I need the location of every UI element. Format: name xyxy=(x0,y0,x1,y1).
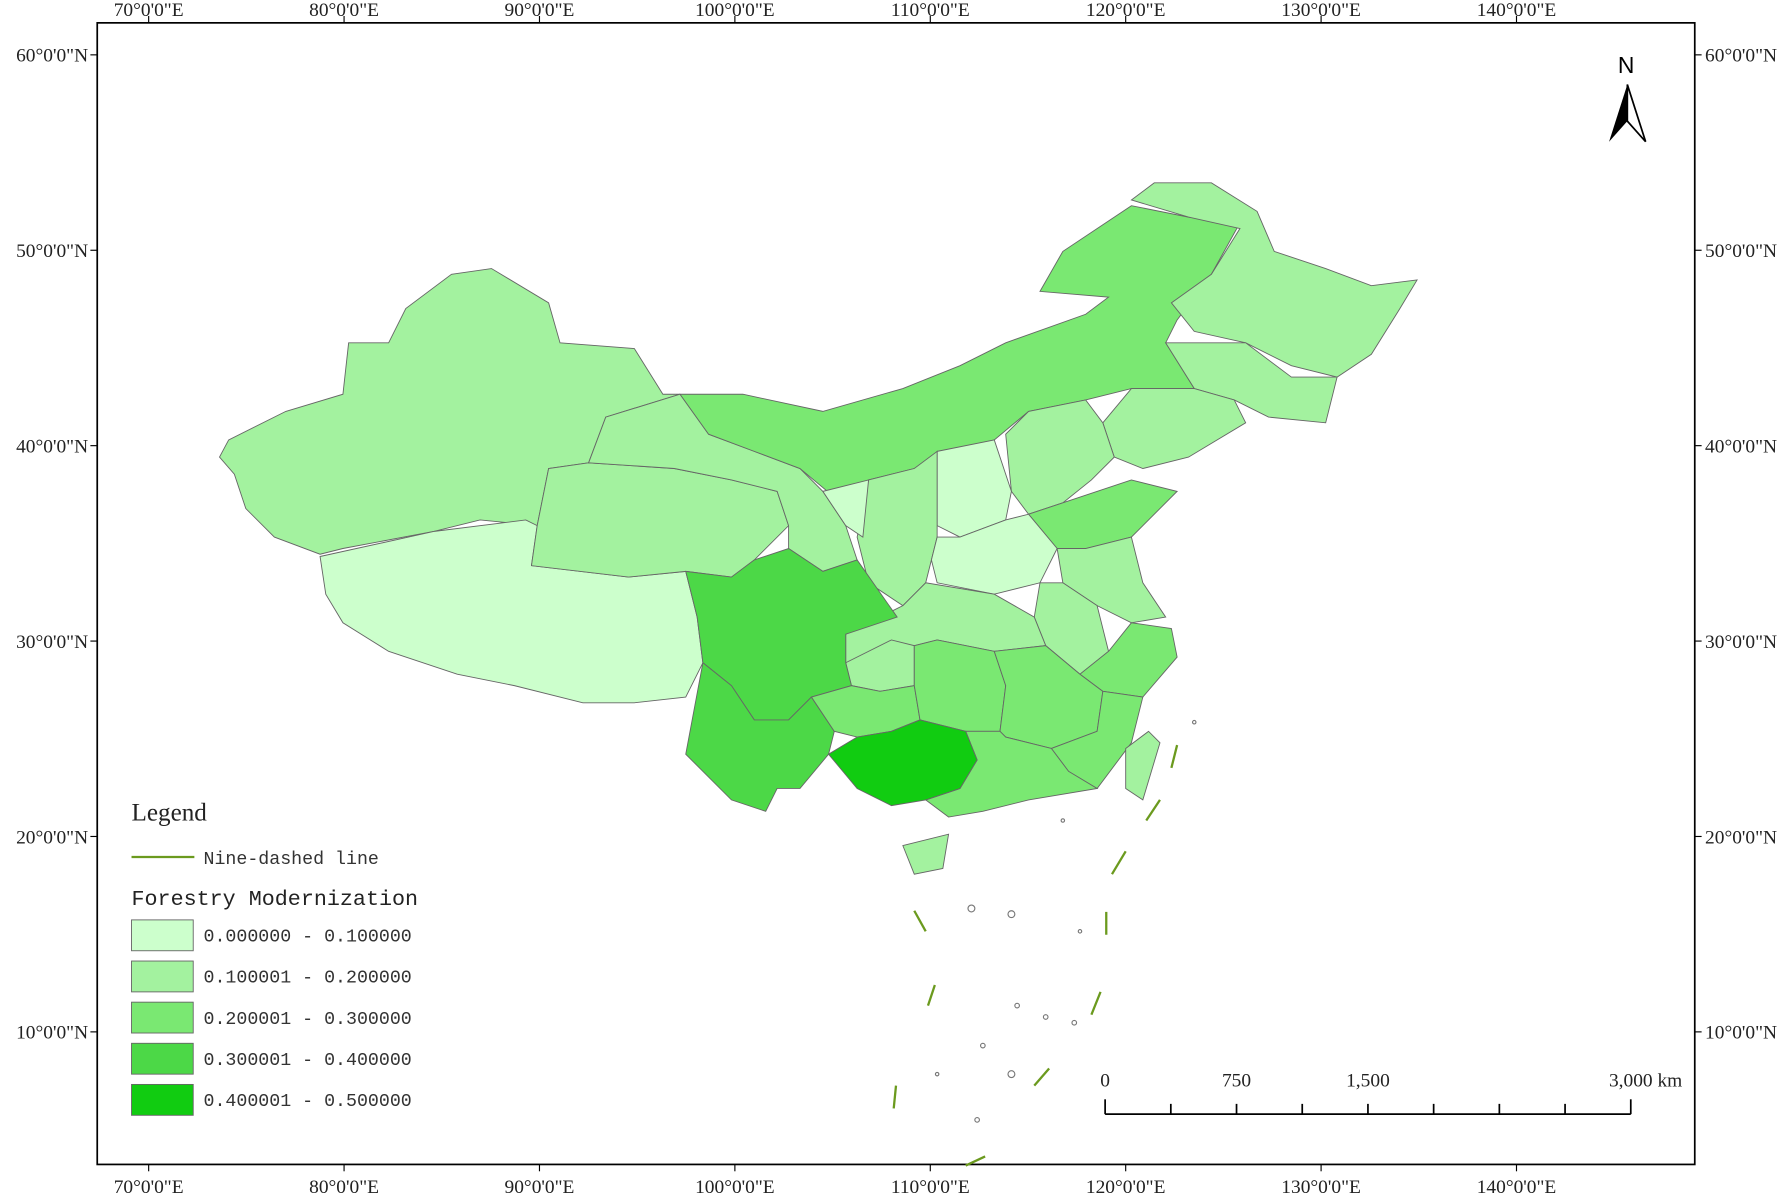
region xyxy=(913,639,1007,732)
legend-line-label: Nine-dashed line xyxy=(204,850,379,870)
longitude-label: 130°0'0"E xyxy=(1281,1177,1361,1198)
longitude-label: 90°0'0"E xyxy=(505,1177,575,1198)
legend-class-label: 0.300001 - 0.400000 xyxy=(204,1051,412,1071)
region xyxy=(218,268,681,555)
latitude-label: 10°0'0"N xyxy=(1705,1023,1777,1044)
scale-label: 1,500 xyxy=(1346,1071,1390,1092)
latitude-label: 40°0'0"N xyxy=(16,437,88,458)
region xyxy=(827,719,978,807)
legend-swatch xyxy=(131,1083,194,1116)
region xyxy=(1125,730,1161,801)
latitude-label: 30°0'0"N xyxy=(16,632,88,653)
longitude-label: 120°0'0"E xyxy=(1086,0,1166,21)
map-frame xyxy=(96,21,1696,1166)
region xyxy=(930,513,1058,595)
longitude-label: 110°0'0"E xyxy=(891,1177,970,1198)
legend-swatch xyxy=(131,960,194,993)
longitude-label: 130°0'0"E xyxy=(1281,0,1361,21)
legend-class-title: Forestry Modernization xyxy=(132,887,419,912)
legend-swatch xyxy=(131,919,194,952)
legend-class-label: 0.400001 - 0.500000 xyxy=(204,1092,412,1112)
latitude-label: 60°0'0"N xyxy=(16,46,88,67)
longitude-label: 110°0'0"E xyxy=(891,0,970,21)
latitude-label: 20°0'0"N xyxy=(16,827,88,848)
longitude-label: 80°0'0"E xyxy=(309,1177,379,1198)
longitude-label: 100°0'0"E xyxy=(695,1177,775,1198)
longitude-label: 70°0'0"E xyxy=(114,0,184,21)
legend-swatch xyxy=(131,1001,194,1034)
latitude-label: 20°0'0"N xyxy=(1705,827,1777,848)
north-arrow-right xyxy=(1626,84,1647,143)
north-label: N xyxy=(1618,52,1635,78)
region xyxy=(1005,399,1115,515)
longitude-label: 140°0'0"E xyxy=(1477,1177,1557,1198)
scale-label: 0 xyxy=(1100,1071,1110,1092)
region xyxy=(319,519,704,704)
longitude-label: 140°0'0"E xyxy=(1477,0,1557,21)
longitude-label: 80°0'0"E xyxy=(309,0,379,21)
longitude-label: 70°0'0"E xyxy=(114,1177,184,1198)
latitude-label: 50°0'0"N xyxy=(1705,241,1777,262)
legend-class-label: 0.000000 - 0.100000 xyxy=(204,928,412,948)
longitude-label: 90°0'0"E xyxy=(505,0,575,21)
north-arrow: N xyxy=(1609,52,1647,143)
scale-label: 3,000 km xyxy=(1609,1071,1682,1092)
legend-swatch xyxy=(131,1042,194,1075)
latitude-label: 30°0'0"N xyxy=(1705,632,1777,653)
legend-class-label: 0.100001 - 0.200000 xyxy=(204,969,412,989)
legend-class-label: 0.200001 - 0.300000 xyxy=(204,1010,412,1030)
scale-bar xyxy=(1104,1099,1632,1116)
regions xyxy=(218,182,1418,1123)
nine-dashed-line xyxy=(892,744,1179,1167)
region xyxy=(822,479,870,538)
legend: Legend Nine-dashed line Forestry Moderni… xyxy=(132,799,419,912)
latitude-label: 10°0'0"N xyxy=(16,1023,88,1044)
latitude-label: 50°0'0"N xyxy=(16,241,88,262)
longitude-label: 120°0'0"E xyxy=(1086,1177,1166,1198)
latitude-label: 40°0'0"N xyxy=(1705,437,1777,458)
latitude-label: 60°0'0"N xyxy=(1705,46,1777,67)
islands xyxy=(934,719,1197,1123)
scale-label: 750 xyxy=(1222,1071,1251,1092)
region xyxy=(902,833,950,875)
region xyxy=(1130,182,1418,378)
legend-title: Legend xyxy=(132,799,208,826)
longitude-label: 100°0'0"E xyxy=(695,0,775,21)
region xyxy=(1102,388,1247,469)
